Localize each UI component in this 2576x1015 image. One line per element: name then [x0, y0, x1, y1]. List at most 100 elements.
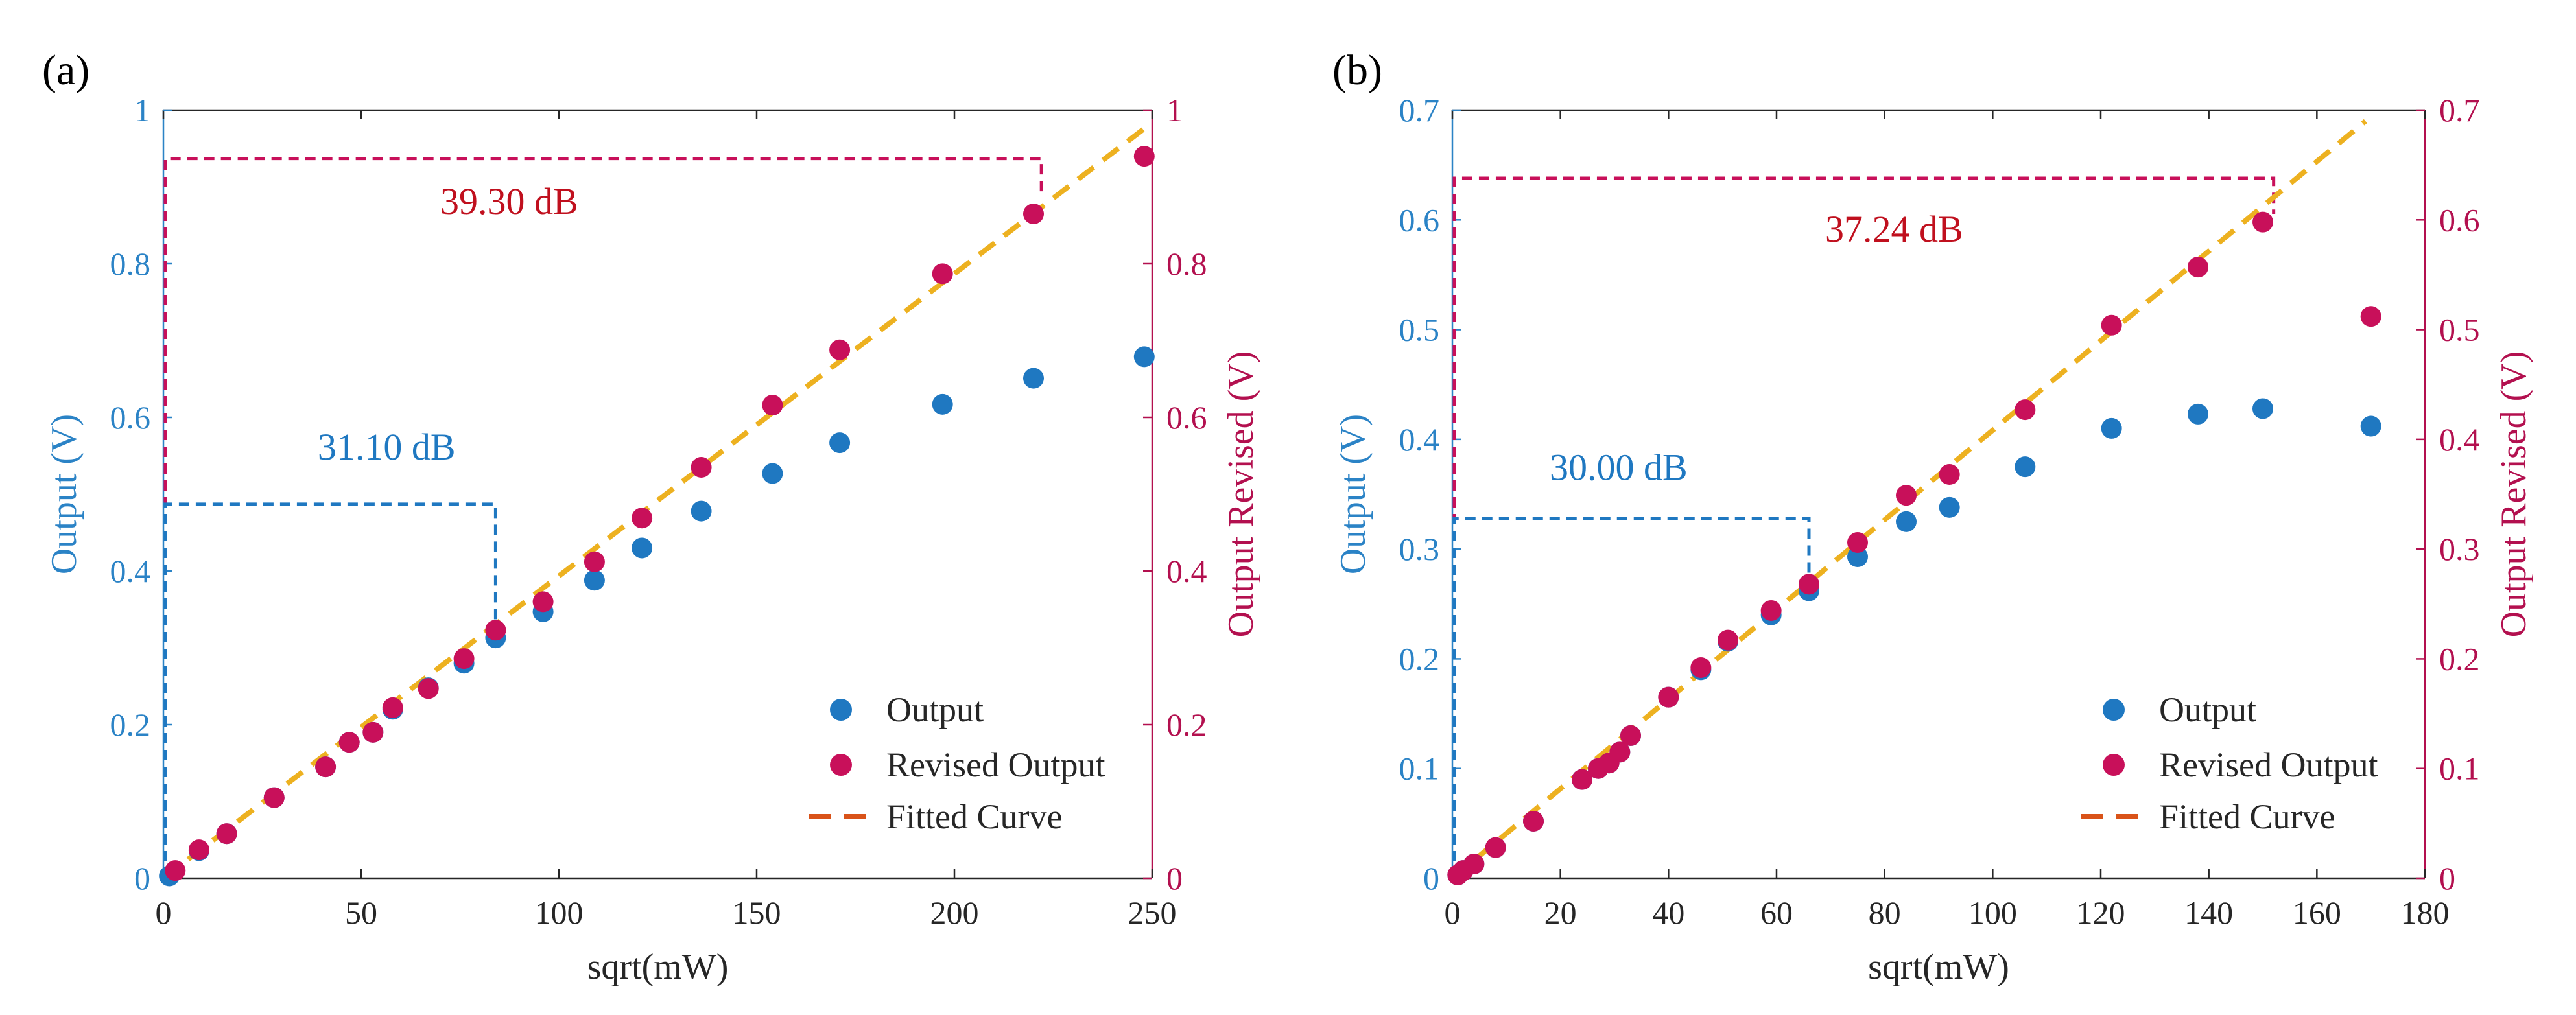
output-point	[1133, 346, 1155, 368]
x-tick-label: 160	[2293, 894, 2341, 931]
revised-output-point	[1133, 146, 1155, 167]
revised-output-point	[453, 648, 475, 670]
left-y-tick-label: 0.1	[1399, 751, 1440, 787]
x-tick-label: 40	[1652, 894, 1684, 931]
panel-label: (b)	[1332, 47, 1382, 94]
right-y-axis-label: Output Revised (V)	[2494, 351, 2534, 638]
output-point	[829, 432, 851, 454]
right-y-tick-label: 0	[1166, 860, 1183, 896]
annotation-bracket-blue	[163, 502, 497, 878]
right-y-tick-label: 0.5	[2439, 312, 2480, 348]
output-point	[691, 500, 712, 522]
right-y-tick-label: 0.4	[1166, 553, 1207, 589]
legend-output-label: Output	[2159, 690, 2256, 729]
annotation-bracket-blue	[1452, 517, 1811, 878]
revised-output-point	[532, 591, 554, 612]
output-point	[2015, 456, 2036, 478]
right-y-axis-label: Output Revised (V)	[1221, 351, 1261, 638]
left-y-tick-label: 0.7	[1399, 92, 1440, 128]
right-y-tick-label: 0	[2439, 860, 2455, 896]
x-tick-label: 150	[733, 894, 781, 931]
output-point	[2360, 415, 2381, 437]
revised-output-point	[1023, 203, 1044, 224]
legend-output-marker	[2103, 699, 2125, 721]
revised-output-point	[382, 697, 403, 718]
left-y-tick-label: 0.3	[1399, 531, 1440, 567]
revised-output-point	[1463, 853, 1485, 874]
right-y-tick-label: 0.6	[2439, 202, 2480, 238]
right-y-tick-label: 0.1	[2439, 751, 2480, 787]
legend-fitted-label: Fitted Curve	[2159, 797, 2335, 836]
output-point	[1023, 368, 1044, 389]
output-point	[2101, 417, 2122, 439]
legend-revised-label: Revised Output	[886, 745, 1105, 784]
legend: Output Revised Output Fitted Curve	[809, 690, 1105, 836]
output-point	[2188, 403, 2208, 425]
output-point	[2252, 398, 2273, 419]
legend-fitted-label: Fitted Curve	[886, 797, 1062, 836]
revised-output-point	[1485, 837, 1506, 858]
left-y-tick-label: 0.6	[110, 399, 151, 436]
revised-output-point	[418, 678, 439, 699]
output-point	[932, 393, 953, 415]
x-tick-label: 100	[1968, 894, 2017, 931]
right-y-tick-label: 0.2	[1166, 706, 1207, 743]
revised-output-point	[1896, 485, 1917, 506]
revised-output-point	[362, 721, 384, 743]
x-tick-label: 180	[2401, 894, 2450, 931]
revised-output-point	[165, 860, 186, 881]
revised-output-point	[2252, 211, 2273, 233]
x-tick-label: 120	[2077, 894, 2125, 931]
legend: Output Revised Output Fitted Curve	[2081, 690, 2378, 836]
left-y-tick-label: 0.6	[1399, 202, 1440, 238]
left-y-tick-label: 1	[134, 92, 150, 128]
revised-output-point	[485, 620, 506, 641]
x-tick-label: 80	[1869, 894, 1901, 931]
left-y-axis-label: Output (V)	[44, 414, 84, 574]
x-tick-label: 200	[930, 894, 979, 931]
output-point	[762, 463, 783, 484]
legend-revised-marker	[2103, 754, 2125, 776]
panel-a: (a)0 50 100 150 200 25000.20.40.60.8100.20.40…	[42, 47, 1261, 987]
revised-output-point	[2015, 399, 2036, 421]
legend-output-marker	[830, 699, 852, 721]
legend-revised-label: Revised Output	[2159, 745, 2378, 784]
revised-output-point	[1572, 769, 1592, 790]
right-y-tick-label: 0.2	[2439, 640, 2480, 677]
fitted-curve-line	[161, 126, 1146, 881]
revised-output-point	[1760, 600, 1782, 621]
left-y-tick-label: 0.5	[1399, 312, 1440, 348]
panel-label: (a)	[42, 47, 89, 94]
revised-output-point	[315, 756, 337, 778]
legend-revised-marker	[830, 754, 852, 776]
revised-output-point	[1609, 741, 1631, 763]
revised-output-point	[338, 732, 360, 753]
revised-output-point	[1718, 629, 1738, 651]
output-point	[632, 537, 653, 559]
left-y-tick-label: 0	[134, 860, 150, 896]
revised-output-point	[2360, 306, 2381, 327]
x-tick-label: 60	[1760, 894, 1793, 931]
left-y-tick-label: 0.4	[110, 553, 151, 589]
revised-output-point	[1690, 657, 1712, 678]
right-y-tick-label: 0.8	[1166, 246, 1207, 282]
revised-output-point	[188, 839, 209, 861]
revised-output-point	[263, 787, 285, 808]
right-y-tick-label: 0.3	[2439, 531, 2480, 567]
revised-output-point	[1847, 531, 1868, 553]
output-point	[584, 570, 605, 591]
revised-output-point	[2188, 257, 2208, 278]
revised-output-point	[691, 457, 712, 478]
revised-output-point	[584, 551, 605, 572]
revised-output-point	[1523, 810, 1544, 832]
left-y-axis-label: Output (V)	[1333, 414, 1373, 574]
revised-output-point	[1939, 464, 1960, 485]
revised-output-point	[829, 339, 851, 360]
x-tick-label: 20	[1544, 894, 1577, 931]
right-y-tick-label: 1	[1166, 92, 1183, 128]
annotation-text-blue: 30.00 dB	[1550, 446, 1688, 488]
revised-output-point	[1799, 574, 1819, 595]
revised-output-point	[932, 263, 953, 285]
